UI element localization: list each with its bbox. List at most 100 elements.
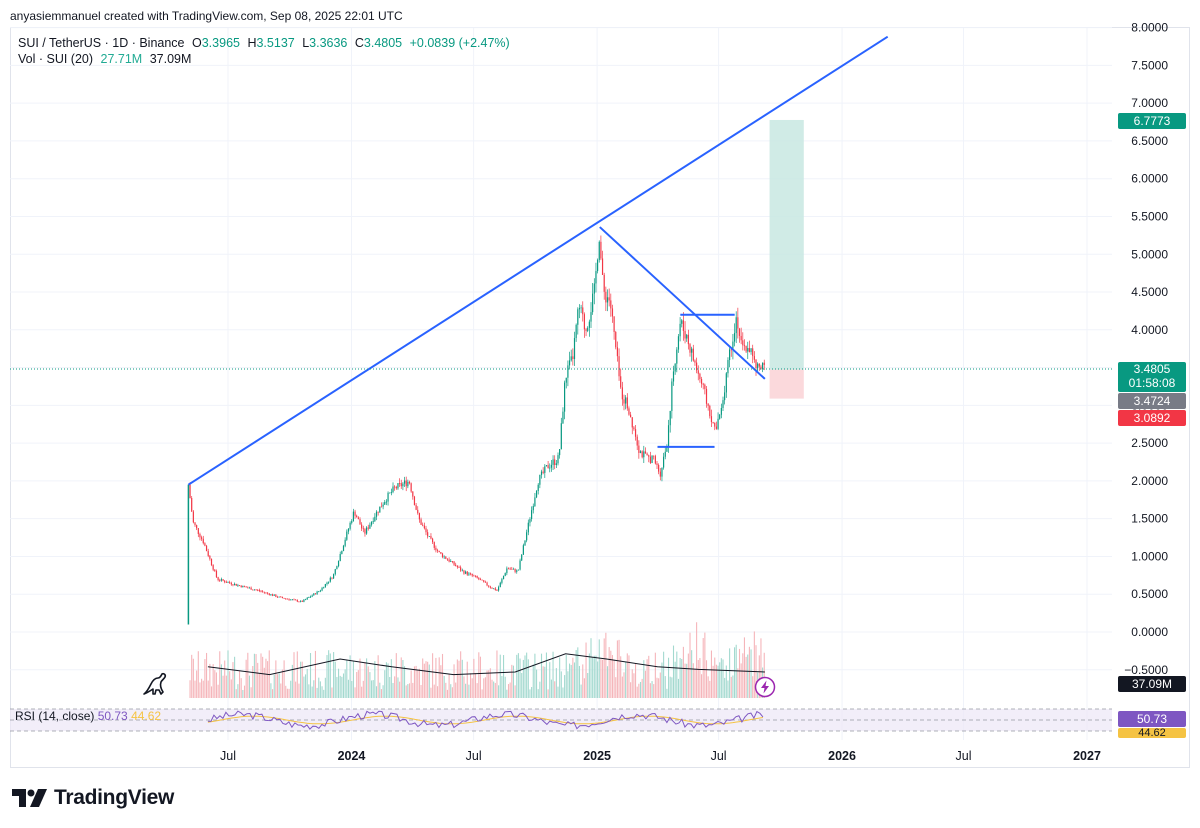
candle-body — [422, 524, 424, 526]
x-tick-label: 2025 — [583, 749, 611, 763]
candle-body — [247, 587, 249, 589]
candle-body — [677, 336, 680, 350]
candle-body — [570, 356, 572, 361]
y-tick-label: 5.0000 — [1131, 247, 1168, 261]
legend-volume: Vol · SUI (20) 27.71M 37.09M — [18, 52, 195, 66]
candle-body — [313, 593, 315, 596]
candle-body — [644, 451, 647, 454]
candle-body — [243, 585, 246, 587]
descending-trendline — [599, 226, 766, 380]
volume-pane — [189, 622, 765, 698]
candle-body — [748, 348, 751, 353]
candle-body — [420, 519, 422, 525]
candle-body — [547, 465, 549, 469]
candle-body — [583, 314, 586, 330]
candle-body — [458, 567, 460, 568]
candle-body — [268, 593, 270, 595]
candle-body — [352, 511, 355, 521]
candle-body — [656, 463, 658, 465]
countdown-value: 01:58:08 — [1128, 376, 1176, 390]
candle-body — [745, 345, 747, 352]
candle-body — [598, 241, 600, 260]
candle-body — [532, 505, 534, 511]
candle-body — [691, 348, 693, 353]
lightning-icon[interactable] — [754, 676, 776, 698]
trend-drawings — [187, 35, 889, 486]
candle-body — [245, 586, 247, 588]
candle-body — [436, 550, 439, 552]
candle-body — [283, 597, 285, 599]
candle-body — [484, 581, 487, 583]
candle-body — [199, 533, 201, 538]
candle-body — [443, 556, 445, 558]
candle-body — [600, 241, 602, 259]
candle-body — [488, 585, 490, 587]
candle-body — [560, 423, 562, 450]
candle-body — [415, 505, 417, 510]
candle-body — [293, 599, 295, 601]
candle-body — [762, 362, 764, 370]
target-price-label: 6.7773 — [1118, 113, 1186, 129]
candle-body — [432, 538, 434, 543]
candle-body — [377, 511, 379, 513]
candle-body — [473, 575, 475, 577]
candle-body — [425, 528, 427, 533]
candle-body — [491, 587, 493, 589]
candle-body — [337, 561, 340, 567]
candle-body — [498, 587, 500, 591]
candle-body — [351, 520, 353, 523]
candle-body — [552, 459, 554, 465]
candle-body — [752, 348, 754, 357]
candle-body — [366, 527, 368, 534]
candle-body — [489, 586, 491, 588]
candle-body — [270, 594, 272, 596]
rsi-pane — [10, 708, 1112, 732]
candle-body — [710, 416, 713, 423]
candle-body — [567, 365, 569, 378]
candle-body — [564, 382, 566, 412]
candle-body — [738, 328, 741, 336]
candle-body — [380, 506, 383, 508]
candle-body — [469, 573, 472, 575]
candle-body — [512, 568, 515, 570]
candle-body — [237, 585, 239, 586]
candle-body — [204, 543, 206, 546]
candle-body — [540, 471, 543, 475]
candle-body — [735, 317, 737, 334]
candle-body — [418, 513, 421, 520]
candle-body — [580, 307, 582, 309]
candle-body — [189, 484, 191, 499]
candle-body — [304, 599, 307, 601]
candle-body — [572, 356, 574, 360]
chart-credit: anyasiemmanuel created with TradingView.… — [10, 9, 403, 23]
candle-body — [478, 577, 480, 580]
candle-body — [395, 486, 397, 489]
tradingview-logo-icon — [12, 789, 47, 807]
candle-body — [555, 463, 557, 465]
candle-body — [399, 483, 401, 484]
candle-body — [633, 427, 635, 430]
candle-body — [441, 553, 444, 558]
candle-body — [537, 484, 539, 492]
candle-body — [281, 596, 284, 598]
candle-body — [486, 582, 488, 586]
candle-body — [663, 456, 665, 468]
candle-body — [626, 397, 628, 409]
candle-body — [474, 575, 477, 577]
legend-change: +0.0839 (+2.47%) — [409, 36, 510, 50]
x-tick-label: 2026 — [828, 749, 856, 763]
candle-body — [227, 582, 229, 583]
candle-body — [280, 596, 282, 598]
candle-body — [638, 445, 640, 453]
x-tick-label: Jul — [956, 749, 972, 763]
candle-body — [207, 551, 209, 556]
candle-body — [529, 519, 531, 523]
candle-body — [308, 597, 310, 598]
rsi-band — [10, 709, 1112, 731]
tradingview-logo[interactable]: TradingView — [12, 786, 174, 810]
x-tick-label: Jul — [711, 749, 727, 763]
candle-body — [681, 320, 683, 324]
candle-body — [364, 529, 366, 534]
candle-body — [405, 480, 407, 487]
